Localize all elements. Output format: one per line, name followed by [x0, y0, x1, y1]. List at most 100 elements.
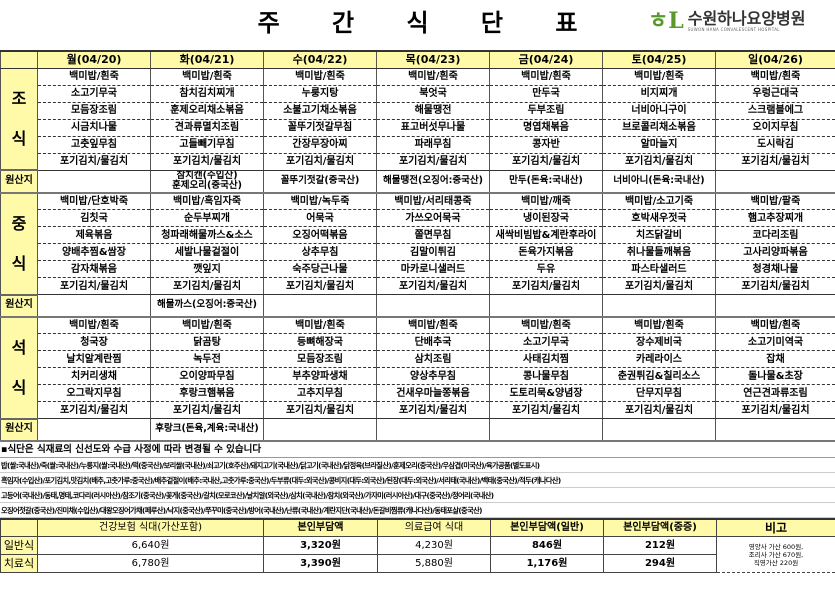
dish-cell: 소고기미역국 — [715, 333, 835, 351]
dish-cell: 상추무침 — [263, 243, 377, 261]
hospital-logo: ㅎL 수원하나요양병원 SUWON HANA CONVALESCENT HOSP… — [648, 8, 805, 34]
dish-cell: 새싹비빔밥&계란후라이 — [489, 226, 603, 244]
dish-cell: 냉이된장국 — [489, 209, 603, 227]
cost-row-label: 일반식 — [0, 536, 38, 555]
dish-cell: 백미밥/흰죽 — [715, 316, 835, 334]
meal-label-text: 조 식 — [11, 88, 27, 148]
cost-value: 3,390원 — [263, 554, 378, 573]
dish-cell: 치즈닭갈비 — [602, 226, 716, 244]
dish-cell: 만두국 — [489, 85, 603, 103]
cost-header: 건강보험 식대(가산포함) — [37, 517, 264, 537]
dish-cell: 백미밥/흰죽 — [489, 316, 603, 334]
dish-cell: 표고버섯무나물 — [376, 119, 490, 137]
cost-header: 의료급여 식대 — [377, 517, 491, 537]
origin-row: 원산지 해물까스(오징어:중국산) — [0, 294, 835, 318]
dish-cell: 제육볶음 — [37, 226, 151, 244]
cost-row-label: 치료식 — [0, 554, 38, 573]
meal-label-text: 중 식 — [11, 213, 27, 273]
dish-row: 날치알계란찜 녹두전 모듬장조림 삼치조림 사태김치찜 카레라이스 잡채 — [1, 350, 835, 368]
origin-cell — [263, 294, 377, 318]
dish-row: 고춧잎무침 고들빼기무침 간장무장아찌 파래무침 콩자반 알마늘지 도시락김 — [1, 136, 835, 154]
logo-subtitle: SUWON HANA CONVALESCENT HOSPITAL — [687, 26, 780, 32]
dish-cell: 백미밥/깨죽 — [489, 192, 603, 210]
dish-cell: 춘권튀김&칠리소스 — [602, 367, 716, 385]
origin-cell — [37, 170, 151, 194]
origin-cell — [602, 294, 716, 318]
dish-row: 모듬장조림 훈제오리채소볶음 소불고기채소볶음 해물땡전 두부조림 너비아니구이 스크램블에… — [1, 102, 835, 120]
cost-value: 4,230원 — [377, 536, 491, 555]
notice-text: ▪식단은 식재료의 신선도와 수급 사정에 따라 변경될 수 있습니다 — [0, 442, 835, 458]
dish-cell: 백미밥/흑임자죽 — [150, 192, 264, 210]
dish-cell: 사태김치찜 — [489, 350, 603, 368]
dish-cell: 오징어떡볶음 — [263, 226, 377, 244]
cost-row: 치료식 6,780원 3,390원 5,880원 1,176원 294원 — [0, 554, 835, 573]
dish-cell: 단배추국 — [376, 333, 490, 351]
dish-row: 포기김치/물김치 포기김치/물김치 포기김치/물김치 포기김치/물김치 포기김치/물김치… — [1, 401, 835, 419]
dish-cell: 포기김치/물김치 — [376, 401, 490, 419]
origin-cell — [263, 418, 377, 442]
dish-row: 치커리생채 오이양파무침 부추양파생채 양상추무침 콩나물무침 춘권튀김&칠리소스 돌나물&… — [1, 367, 835, 385]
dish-cell: 포기김치/물김치 — [263, 277, 377, 295]
dish-cell: 백미밥/흰죽 — [602, 316, 716, 334]
dish-cell: 백미밥/흰죽 — [489, 68, 603, 86]
cost-header: 본인부담액(중증) — [603, 517, 717, 537]
dish-cell: 콩자반 — [489, 136, 603, 154]
dish-cell: 포기김치/물김치 — [263, 153, 377, 171]
dish-cell: 백미밥/흰죽 — [263, 68, 377, 86]
page-header: 주 간 식 단 표 ㅎL 수원하나요양병원 SUWON HANA CONVALE… — [0, 0, 835, 50]
dish-row: 포기김치/물김치 포기김치/물김치 포기김치/물김치 포기김치/물김치 포기김치/물김치… — [1, 153, 835, 171]
dish-cell: 너비아니구이 — [602, 102, 716, 120]
day-header: 월(04/20) — [37, 50, 151, 69]
dish-row: 중 식 백미밥/단호박죽 백미밥/흑임자죽 백미밥/녹두죽 백미밥/서리태콩죽 백미밥/깨… — [0, 192, 835, 296]
cost-value: 294원 — [603, 554, 717, 573]
dish-cell: 백미밥/소고기죽 — [602, 192, 716, 210]
origin-cell: 후랑크(돈육,계육:국내산) — [150, 418, 264, 442]
dish-cell: 연근견과류조림 — [715, 384, 835, 402]
cost-value: 212원 — [603, 536, 717, 555]
dish-cell: 고춧잎무침 — [37, 136, 151, 154]
dish-cell: 두유 — [489, 260, 603, 278]
dish-cell: 소불고기채소볶음 — [263, 102, 377, 120]
dish-cell: 포기김치/물김치 — [602, 153, 716, 171]
dish-cell: 고추지무침 — [263, 384, 377, 402]
origin-cell — [489, 294, 603, 318]
dish-cell: 해물땡전 — [376, 102, 490, 120]
dish-cell: 오그락지무침 — [37, 384, 151, 402]
dish-cell: 가쓰오어묵국 — [376, 209, 490, 227]
dish-cell: 부추양파생채 — [263, 367, 377, 385]
cost-remark: 영양사 가산 600원, 조리사 가산 670원, 직영가산 220원 — [716, 536, 835, 573]
logo-icon: ㅎL — [648, 8, 684, 34]
day-header: 목(04/23) — [376, 50, 490, 69]
cost-value: 3,320원 — [263, 536, 378, 555]
dish-cell: 포기김치/물김치 — [489, 401, 603, 419]
dish-cell: 숙주당근나물 — [263, 260, 377, 278]
dish-cell: 포기김치/물김치 — [602, 401, 716, 419]
dish-cell: 포기김치/물김치 — [263, 401, 377, 419]
dish-cell: 비지찌개 — [602, 85, 716, 103]
dish-cell: 잡채 — [715, 350, 835, 368]
dish-cell: 우렁근대국 — [715, 85, 835, 103]
header-corner — [0, 50, 38, 69]
origin-cell: 만두(돈육:국내산) — [489, 170, 603, 194]
dish-cell: 날치알계란찜 — [37, 350, 151, 368]
dish-cell: 백미밥/흰죽 — [150, 68, 264, 86]
dish-cell: 포기김치/물김치 — [715, 401, 835, 419]
dish-cell: 삼치조림 — [376, 350, 490, 368]
dish-cell: 청파래해물까스&소스 — [150, 226, 264, 244]
dish-cell: 포기김치/물김치 — [37, 401, 151, 419]
origin-cell — [376, 294, 490, 318]
dish-cell: 백미밥/흰죽 — [150, 316, 264, 334]
dish-cell: 포기김치/물김치 — [489, 277, 603, 295]
day-header: 수(04/22) — [263, 50, 377, 69]
meal-label: 조 식 — [0, 68, 38, 171]
dish-cell: 명엽채볶음 — [489, 119, 603, 137]
origin-cell — [715, 418, 835, 442]
cost-corner — [0, 517, 38, 537]
dish-cell: 등뼈해장국 — [263, 333, 377, 351]
dish-cell: 스크램블에그 — [715, 102, 835, 120]
dish-cell: 북엇국 — [376, 85, 490, 103]
dish-cell: 포기김치/물김치 — [37, 277, 151, 295]
dish-cell: 모듬장조림 — [37, 102, 151, 120]
dish-cell: 세발나물겉절이 — [150, 243, 264, 261]
dish-cell: 카레라이스 — [602, 350, 716, 368]
